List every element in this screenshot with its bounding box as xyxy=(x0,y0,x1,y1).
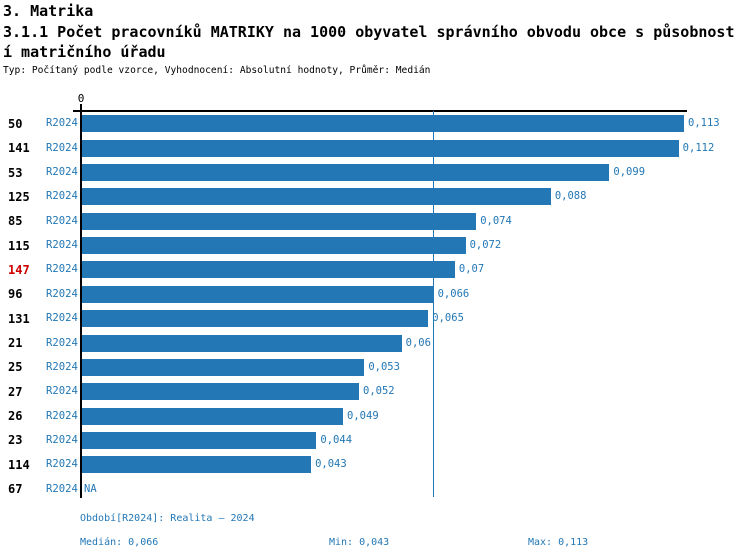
row-period-label: R2024 xyxy=(46,117,78,130)
row-period-label: R2024 xyxy=(46,190,78,203)
bar xyxy=(82,237,466,255)
row-period-label: R2024 xyxy=(46,239,78,252)
bar xyxy=(82,407,344,425)
bar xyxy=(82,334,402,352)
row-id-label: 27 xyxy=(8,384,23,399)
chart-title-line1: 3.1.1 Počet pracovníků MATRIKY na 1000 o… xyxy=(3,23,735,41)
chart-title-line2: í matričního úřadu xyxy=(3,43,166,61)
row-id-label: 131 xyxy=(8,311,30,326)
row-id-label: 141 xyxy=(8,141,30,156)
axis-origin-label: 0 xyxy=(77,92,85,105)
row-period-label: R2024 xyxy=(46,141,78,154)
row-period-label: R2024 xyxy=(46,409,78,422)
row-period-label: R2024 xyxy=(46,214,78,227)
bar xyxy=(82,164,610,182)
bar xyxy=(82,115,684,133)
row-value-label: 0,066 xyxy=(437,287,470,300)
row-value-label: 0,053 xyxy=(368,360,400,373)
row-id-label: 67 xyxy=(8,482,23,497)
row-id-label: 125 xyxy=(8,189,30,204)
bar xyxy=(82,261,455,279)
row-id-label: 53 xyxy=(8,165,23,180)
row-id-label: 115 xyxy=(8,238,30,253)
row-period-label: R2024 xyxy=(46,166,78,179)
row-value-label: 0,052 xyxy=(363,385,395,398)
row-id-label: 25 xyxy=(8,360,23,375)
row-value-label: 0,099 xyxy=(613,166,646,179)
row-value-label: 0,074 xyxy=(480,214,512,227)
row-period-label: R2024 xyxy=(46,433,78,446)
row-period-label: R2024 xyxy=(46,287,78,300)
bar xyxy=(82,188,551,206)
bar xyxy=(82,456,312,474)
bar xyxy=(82,431,317,449)
row-period-label: R2024 xyxy=(46,458,78,471)
row-value-label: 0,113 xyxy=(688,117,720,130)
row-value-label: 0,06 xyxy=(405,336,431,349)
row-value-label: 0,049 xyxy=(347,409,379,422)
bar xyxy=(82,212,477,230)
row-period-label: R2024 xyxy=(46,336,78,349)
axis-zero-tick xyxy=(80,104,82,111)
row-id-label: 21 xyxy=(8,336,23,351)
row-id-label: 23 xyxy=(8,433,23,448)
row-id-label: 96 xyxy=(8,287,23,302)
bar xyxy=(82,285,434,303)
footer-median-value: Medián: 0,066 xyxy=(80,537,159,548)
row-id-label: 114 xyxy=(8,457,30,472)
row-period-label: R2024 xyxy=(46,263,78,276)
row-id-label: 147 xyxy=(8,262,30,277)
footer-period-info: Období[R2024]: Realita – 2024 xyxy=(80,513,255,524)
axis-vertical-line xyxy=(79,110,82,498)
row-period-label: R2024 xyxy=(46,385,78,398)
row-value-label: 0,07 xyxy=(458,263,485,276)
row-value-label: 0,088 xyxy=(554,190,587,203)
bar xyxy=(82,358,365,376)
row-id-label: 26 xyxy=(8,409,23,424)
row-value-label: 0,112 xyxy=(682,141,715,154)
row-id-label: 50 xyxy=(8,116,23,131)
section-title: 3. Matrika xyxy=(3,2,94,20)
axis-top-line xyxy=(73,110,687,112)
row-period-label: R2024 xyxy=(46,482,78,495)
row-value-label: 0,043 xyxy=(315,458,347,471)
chart-meta-info: Typ: Počítaný podle vzorce, Vyhodnocení:… xyxy=(3,65,431,76)
row-id-label: 85 xyxy=(8,214,23,229)
footer-max-value: Max: 0,113 xyxy=(528,537,589,548)
footer-min-value: Min: 0,043 xyxy=(329,537,390,548)
median-reference-line xyxy=(432,111,435,497)
bar xyxy=(82,310,429,328)
row-value-label: 0,072 xyxy=(469,239,502,252)
row-value-label: 0,065 xyxy=(432,312,464,325)
row-value-label: 0,044 xyxy=(320,433,353,446)
row-period-label: R2024 xyxy=(46,360,78,373)
row-period-label: R2024 xyxy=(46,312,78,325)
bar xyxy=(82,139,679,157)
bar xyxy=(82,383,360,401)
row-value-label: NA xyxy=(84,482,97,495)
